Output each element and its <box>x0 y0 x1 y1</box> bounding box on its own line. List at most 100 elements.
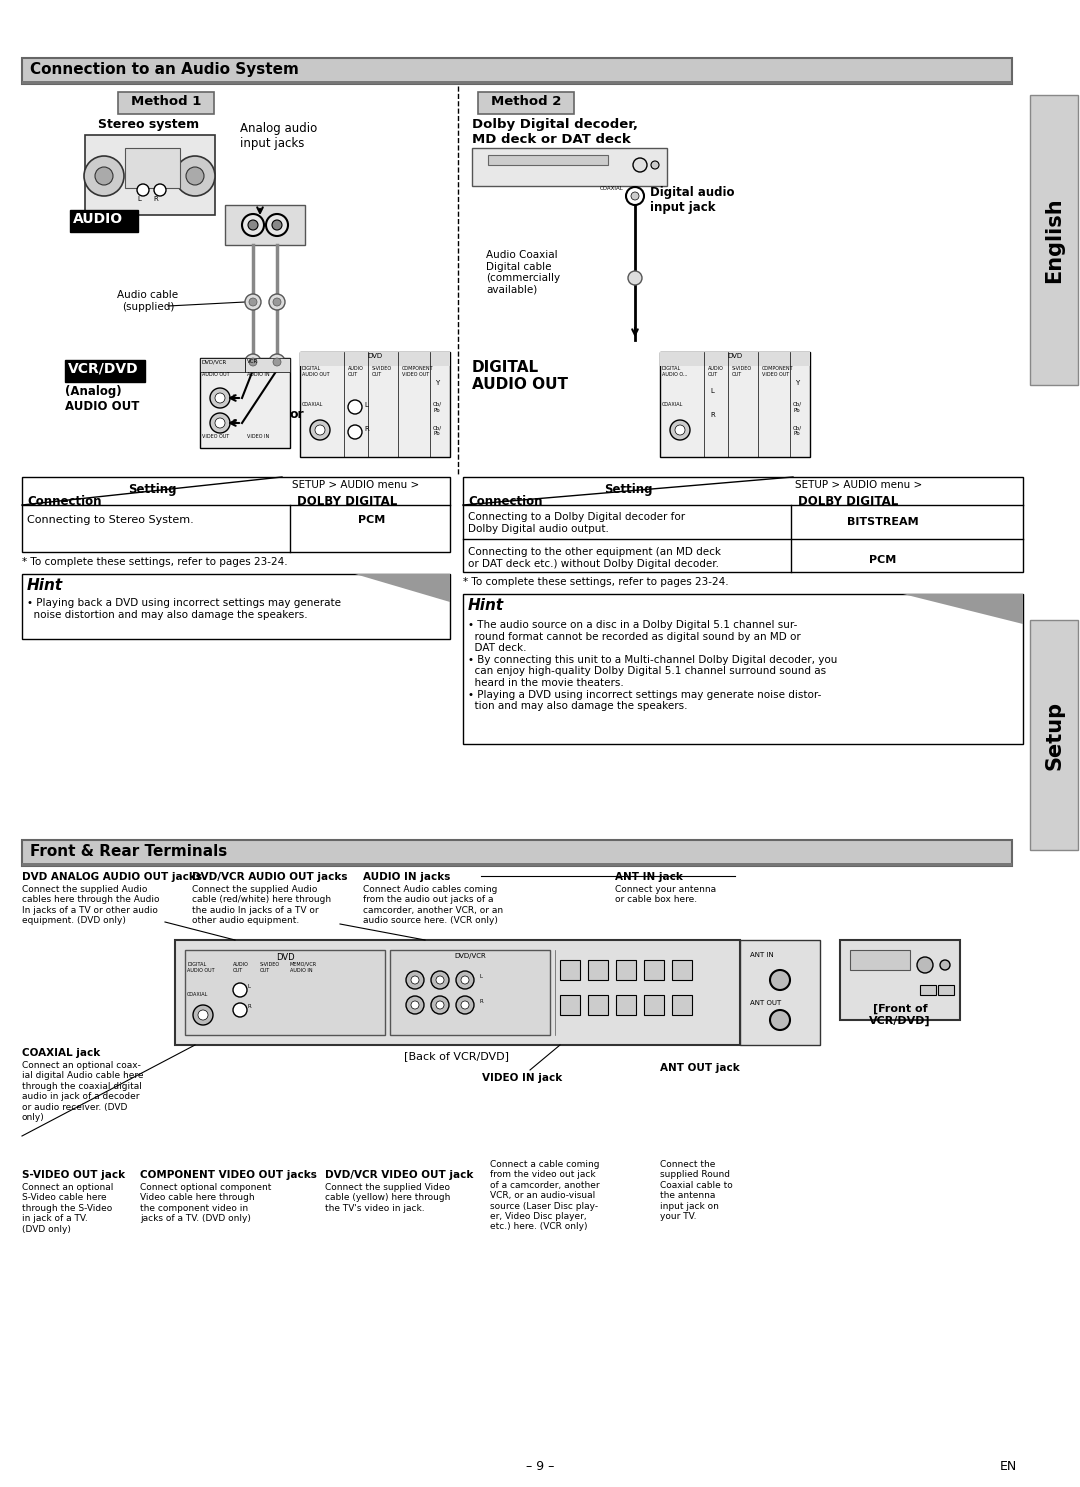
Text: AUDIO
OUT: AUDIO OUT <box>708 366 724 376</box>
Text: • Playing back a DVD using incorrect settings may generate
  noise distortion an: • Playing back a DVD using incorrect set… <box>27 598 341 620</box>
Bar <box>840 940 960 1020</box>
Circle shape <box>84 156 124 196</box>
Text: ANT IN jack: ANT IN jack <box>615 871 683 882</box>
Bar <box>22 80 1012 83</box>
Text: DVD/VCR: DVD/VCR <box>454 953 486 959</box>
Bar <box>616 995 636 1016</box>
Circle shape <box>266 214 288 236</box>
Text: or: or <box>291 407 305 421</box>
Text: Front & Rear Terminals: Front & Rear Terminals <box>30 845 227 859</box>
Circle shape <box>770 970 789 990</box>
Bar <box>920 984 936 995</box>
Text: S-VIDEO
OUT: S-VIDEO OUT <box>260 962 280 972</box>
Bar <box>300 352 450 457</box>
Circle shape <box>406 971 424 989</box>
Circle shape <box>348 400 362 413</box>
Text: DIGITAL
AUDIO O...: DIGITAL AUDIO O... <box>662 366 687 376</box>
Circle shape <box>770 1010 789 1030</box>
Bar <box>463 477 1023 572</box>
Text: English: English <box>1044 198 1064 283</box>
Text: AUDIO IN: AUDIO IN <box>247 372 270 378</box>
Bar <box>478 92 573 114</box>
Text: R: R <box>232 419 237 425</box>
Bar <box>660 352 810 457</box>
Text: VIDEO OUT: VIDEO OUT <box>202 434 229 439</box>
Text: Connect the
supplied Round
Coaxial cable to
the antenna
input jack on
your TV.: Connect the supplied Round Coaxial cable… <box>660 1160 732 1221</box>
Text: AUDIO OUT: AUDIO OUT <box>202 372 230 378</box>
Circle shape <box>917 958 933 972</box>
Bar <box>22 862 1012 865</box>
Bar <box>245 358 291 372</box>
Bar <box>1030 620 1078 851</box>
Text: MEMO/VCR
AUDIO IN: MEMO/VCR AUDIO IN <box>291 962 318 972</box>
Circle shape <box>233 983 247 996</box>
Circle shape <box>233 1004 247 1017</box>
Text: Connect optional component
Video cable here through
the component video in
jacks: Connect optional component Video cable h… <box>140 1184 271 1224</box>
Text: Dolby Digital decoder,
MD deck or DAT deck: Dolby Digital decoder, MD deck or DAT de… <box>472 117 638 146</box>
Bar <box>644 961 664 980</box>
Text: Stereo system: Stereo system <box>98 117 199 131</box>
Circle shape <box>215 393 225 403</box>
Bar <box>672 995 692 1016</box>
Text: VCR: VCR <box>247 358 258 364</box>
Text: Cb/
Pb: Cb/ Pb <box>433 425 442 436</box>
Circle shape <box>175 156 215 196</box>
Text: COAXIAL: COAXIAL <box>187 992 208 996</box>
Text: ANT OUT: ANT OUT <box>750 999 781 1007</box>
Text: R: R <box>710 412 715 418</box>
Text: Y: Y <box>795 381 799 387</box>
Text: Connect the supplied Audio
cables here through the Audio
In jacks of a TV or oth: Connect the supplied Audio cables here t… <box>22 885 160 925</box>
Text: L: L <box>480 974 483 978</box>
Text: Connect the supplied Audio
cable (red/white) here through
the audio In jacks of : Connect the supplied Audio cable (red/wh… <box>192 885 332 925</box>
Text: COMPONENT
VIDEO OUT: COMPONENT VIDEO OUT <box>402 366 434 376</box>
Text: Audio cable
(supplied): Audio cable (supplied) <box>118 290 178 312</box>
Text: Setup: Setup <box>1044 700 1064 770</box>
Text: Connect an optional coax-
ial digital Audio cable here
through the coaxial digit: Connect an optional coax- ial digital Au… <box>22 1062 144 1123</box>
Circle shape <box>670 419 690 440</box>
Circle shape <box>411 1001 419 1010</box>
Circle shape <box>269 354 285 370</box>
Text: DVD ANALOG AUDIO OUT jacks: DVD ANALOG AUDIO OUT jacks <box>22 871 202 882</box>
Circle shape <box>431 971 449 989</box>
Circle shape <box>461 1001 469 1010</box>
Text: • The audio source on a disc in a Dolby Digital 5.1 channel sur-
  round format : • The audio source on a disc in a Dolby … <box>468 620 837 711</box>
Bar <box>22 840 1012 865</box>
Text: COMPONENT VIDEO OUT jacks: COMPONENT VIDEO OUT jacks <box>140 1170 316 1181</box>
Bar <box>588 995 608 1016</box>
Text: Connect your antenna
or cable box here.: Connect your antenna or cable box here. <box>615 885 716 904</box>
Bar <box>644 995 664 1016</box>
Text: Y: Y <box>435 381 440 387</box>
Circle shape <box>249 358 257 366</box>
Text: DVD: DVD <box>728 352 743 358</box>
Bar <box>118 92 214 114</box>
Text: * To complete these settings, refer to pages 23-24.: * To complete these settings, refer to p… <box>463 577 729 587</box>
Text: Connect Audio cables coming
from the audio out jacks of a
camcorder, another VCR: Connect Audio cables coming from the aud… <box>363 885 503 925</box>
Circle shape <box>675 425 685 436</box>
Circle shape <box>310 419 330 440</box>
Text: ANT IN: ANT IN <box>750 952 773 958</box>
Text: Connection: Connection <box>468 495 542 509</box>
Bar <box>22 477 450 552</box>
Bar <box>850 950 910 970</box>
Bar <box>22 58 1012 83</box>
Text: DIGITAL
AUDIO OUT: DIGITAL AUDIO OUT <box>302 366 329 376</box>
Circle shape <box>249 297 257 306</box>
Text: EN: EN <box>1000 1460 1017 1474</box>
Text: COAXIAL: COAXIAL <box>302 401 323 407</box>
Text: Connect the supplied Video
cable (yellow) here through
the TV's video in jack.: Connect the supplied Video cable (yellow… <box>325 1184 450 1213</box>
Circle shape <box>245 354 261 370</box>
Text: DVD: DVD <box>275 953 295 962</box>
Bar <box>616 961 636 980</box>
Text: Setting: Setting <box>604 483 652 497</box>
Text: Cb/
Pb: Cb/ Pb <box>793 425 802 436</box>
Text: S-VIDEO
OUT: S-VIDEO OUT <box>732 366 752 376</box>
Text: Digital audio
input jack: Digital audio input jack <box>650 186 734 214</box>
Text: Connect a cable coming
from the video out jack
of a camcorder, another
VCR, or a: Connect a cable coming from the video ou… <box>490 1160 599 1231</box>
Text: AUDIO IN jacks: AUDIO IN jacks <box>363 871 450 882</box>
Text: COAXIAL: COAXIAL <box>600 186 624 190</box>
Bar <box>672 961 692 980</box>
Circle shape <box>245 294 261 309</box>
Text: Hint: Hint <box>27 578 63 593</box>
Text: R: R <box>480 999 484 1004</box>
Text: COAXIAL jack: COAXIAL jack <box>22 1048 100 1057</box>
